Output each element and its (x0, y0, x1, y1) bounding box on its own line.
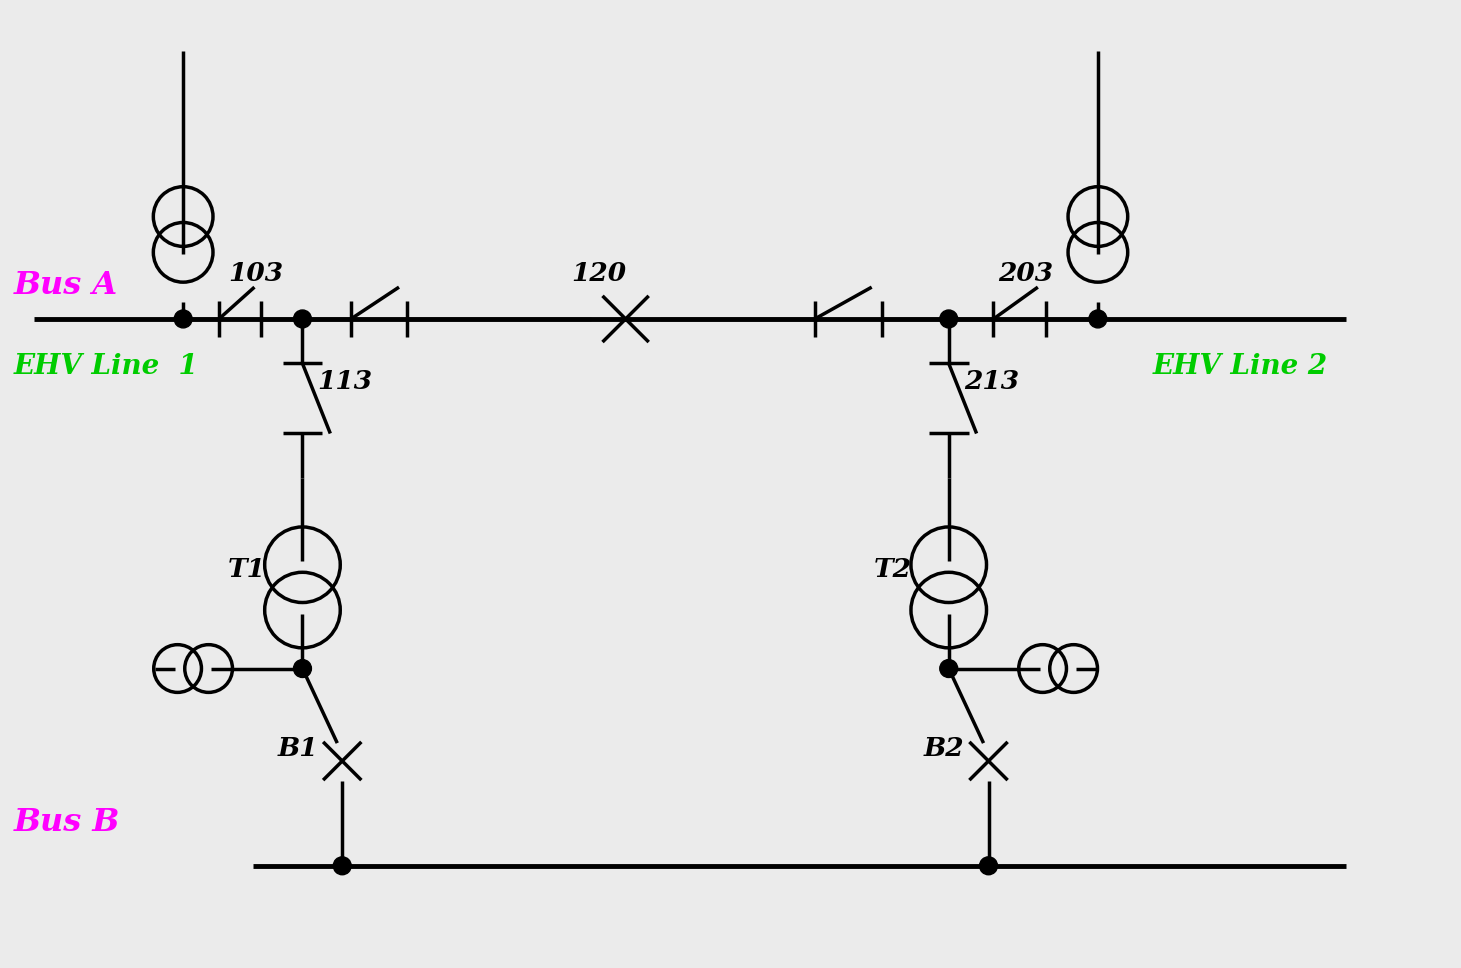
Text: EHV Line  1: EHV Line 1 (15, 352, 199, 379)
Circle shape (979, 857, 998, 875)
Text: 113: 113 (317, 369, 373, 394)
Text: 213: 213 (964, 369, 1018, 394)
Text: B1: B1 (278, 736, 318, 761)
Text: EHV Line 2: EHV Line 2 (1153, 352, 1328, 379)
Text: B2: B2 (923, 736, 964, 761)
Circle shape (294, 659, 311, 678)
Circle shape (939, 310, 958, 328)
Text: Bus A: Bus A (15, 270, 118, 301)
Circle shape (294, 310, 311, 328)
Text: 120: 120 (571, 261, 627, 287)
Text: 203: 203 (998, 261, 1053, 287)
Circle shape (1088, 310, 1107, 328)
Text: T2: T2 (874, 558, 912, 583)
Circle shape (939, 659, 958, 678)
Text: Bus B: Bus B (15, 807, 120, 838)
Circle shape (333, 857, 351, 875)
Text: T1: T1 (228, 558, 266, 583)
Text: 103: 103 (228, 261, 283, 287)
Circle shape (174, 310, 191, 328)
